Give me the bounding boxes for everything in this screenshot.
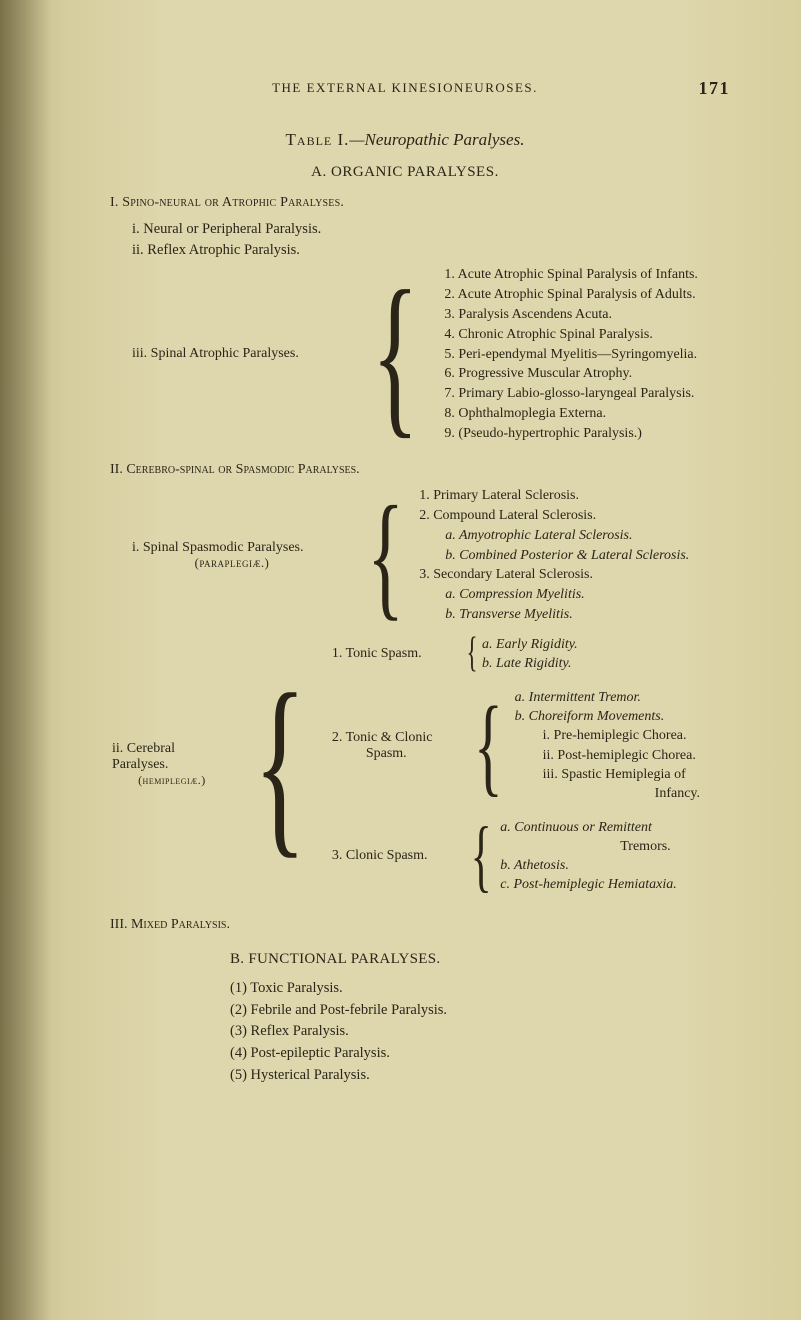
right-list-2: a. Intermittent Tremor. b. Choreiform Mo… — [515, 688, 700, 804]
II-i-label: i. Spinal Spasmodic Paralyses. (parapleg… — [110, 540, 352, 571]
II-i-label-text: i. Spinal Spasmodic Paralyses. — [132, 540, 304, 555]
running-head: THE EXTERNAL KINESIONEUROSES. 171 — [110, 80, 700, 96]
I-iii-item: 3. Paralysis Ascendens Acuta. — [444, 305, 698, 325]
II-i-subitem: a. Amyotrophic Lateral Sclerosis. — [445, 528, 632, 543]
page-scan: THE EXTERNAL KINESIONEUROSES. 171 Table … — [0, 0, 801, 1320]
II-i-item: 2. Compound Lateral Sclerosis. — [419, 506, 689, 526]
section-II-heading: II. Cerebro-spinal or Spasmodic Paralyse… — [110, 462, 700, 478]
b-item: (2) Febrile and Post-febrile Paralysis. — [230, 1000, 700, 1022]
r2biii: iii. Spastic Hemiplegia of — [515, 765, 700, 784]
II-ii-sub: (hemiplegiæ.) — [112, 773, 232, 788]
right-list-1: a. Early Rigidity. b. Late Rigidity. — [482, 635, 578, 674]
II-i-subitem: a. Compression Myelitis. — [445, 587, 584, 602]
II-i-list: 1. Primary Lateral Sclerosis. 2. Compoun… — [419, 486, 689, 625]
b-item: (5) Hysterical Paralysis. — [230, 1065, 700, 1087]
right-list-3: a. Continuous or Remittent Tremors. b. A… — [500, 818, 677, 895]
r3a2: Tremors. — [500, 837, 677, 856]
r3b: b. Athetosis. — [500, 858, 569, 873]
I-iii-item: 9. (Pseudo-hypertrophic Paralysis.) — [444, 424, 698, 444]
section-b-list: (1) Toxic Paralysis. (2) Febrile and Pos… — [110, 978, 700, 1087]
II-ii-label: ii. Cerebral Paralyses. (hemiplegiæ.) — [110, 741, 232, 788]
r2a: a. Intermittent Tremor. — [515, 690, 641, 705]
I-iii-item: 2. Acute Atrophic Spinal Paralysis of Ad… — [444, 285, 698, 305]
II-i-sub: (paraplegiæ.) — [132, 556, 352, 571]
binding-shadow — [0, 0, 50, 1320]
I-iii-item: 4. Chronic Atrophic Spinal Paralysis. — [444, 325, 698, 345]
I-iii-item: 6. Progressive Muscular Atrophy. — [444, 364, 698, 384]
I-iii-item: 5. Peri-ependymal Myelitis—Syringomyelia… — [444, 345, 698, 365]
mid-label: 1. Tonic Spasm. — [332, 646, 462, 662]
brace-icon: { — [371, 273, 419, 435]
II-i-item: 3. Secondary Lateral Sclerosis. — [419, 565, 689, 585]
r3a: a. Continuous or Remittent — [500, 820, 652, 835]
b-item: (3) Reflex Paralysis. — [230, 1021, 700, 1043]
mid-label-line1: 2. Tonic & Clonic — [332, 730, 433, 745]
I-iii-list: 1. Acute Atrophic Spinal Paralysis of In… — [438, 265, 698, 444]
b-item: (4) Post-epileptic Paralysis. — [230, 1043, 700, 1065]
I-iii-label: iii. Spinal Atrophic Paralyses. — [110, 346, 352, 362]
II-i-block: i. Spinal Spasmodic Paralyses. (parapleg… — [110, 486, 700, 625]
brace-icon: { — [253, 677, 306, 853]
brace-icon: { — [470, 822, 491, 890]
section-III-heading: III. Mixed Paralysis. — [110, 917, 700, 933]
table-title-italic: —Neuropathic Paralyses. — [349, 130, 524, 149]
brace-icon: { — [474, 697, 503, 794]
I-iii-item: 7. Primary Labio-glosso-laryngeal Paraly… — [444, 384, 698, 404]
table-label: Table I. — [286, 130, 350, 149]
r3c: c. Post-hemiplegic Hemiataxia. — [500, 877, 677, 892]
r1b: b. Late Rigidity. — [482, 656, 571, 671]
I-iii-item: 1. Acute Atrophic Spinal Paralysis of In… — [444, 265, 698, 285]
r2biii2: Infancy. — [515, 784, 700, 803]
section-a-heading: A. ORGANIC PARALYSES. — [110, 164, 700, 181]
section-I-heading: I. Spino-neural or Atrophic Paralyses. — [110, 195, 700, 211]
mid-label-line2: Spasm. — [332, 746, 407, 761]
II-ii-block: ii. Cerebral Paralyses. (hemiplegiæ.) { … — [110, 635, 700, 895]
I-i: i. Neural or Peripheral Paralysis. — [110, 221, 700, 238]
r2bi: i. Pre-hemiplegic Chorea. — [515, 726, 700, 745]
brace-icon: { — [466, 635, 477, 673]
brace-icon: { — [367, 494, 404, 617]
II-ii-mid-column: 1. Tonic Spasm. { a. Early Rigidity. b. … — [328, 635, 700, 895]
II-ii-m2: 2. Tonic & Clonic Spasm. { a. Intermitte… — [332, 688, 700, 804]
r2bii: ii. Post-hemiplegic Chorea. — [515, 746, 700, 765]
page-number: 171 — [699, 78, 731, 99]
b-item: (1) Toxic Paralysis. — [230, 978, 700, 1000]
r1a: a. Early Rigidity. — [482, 637, 578, 652]
r2b: b. Choreiform Movements. — [515, 709, 665, 724]
section-b-heading: B. FUNCTIONAL PARALYSES. — [110, 951, 700, 968]
mid-label: 2. Tonic & Clonic Spasm. — [332, 730, 462, 762]
II-i-subitem: b. Transverse Myelitis. — [445, 607, 573, 622]
II-i-subitem: b. Combined Posterior & Lateral Sclerosi… — [445, 548, 689, 563]
mid-label: 3. Clonic Spasm. — [332, 848, 462, 864]
I-iii-item: 8. Ophthalmoplegia Externa. — [444, 404, 698, 424]
II-i-item: 1. Primary Lateral Sclerosis. — [419, 486, 689, 506]
II-ii-label-text: ii. Cerebral Paralyses. — [112, 741, 175, 772]
running-head-text: THE EXTERNAL KINESIONEUROSES. — [272, 80, 538, 95]
II-ii-m1: 1. Tonic Spasm. { a. Early Rigidity. b. … — [332, 635, 700, 674]
II-ii-m3: 3. Clonic Spasm. { a. Continuous or Remi… — [332, 818, 700, 895]
table-title: Table I.—Neuropathic Paralyses. — [110, 130, 700, 150]
page-content: THE EXTERNAL KINESIONEUROSES. 171 Table … — [110, 80, 700, 1087]
I-iii-block: iii. Spinal Atrophic Paralyses. { 1. Acu… — [110, 265, 700, 444]
